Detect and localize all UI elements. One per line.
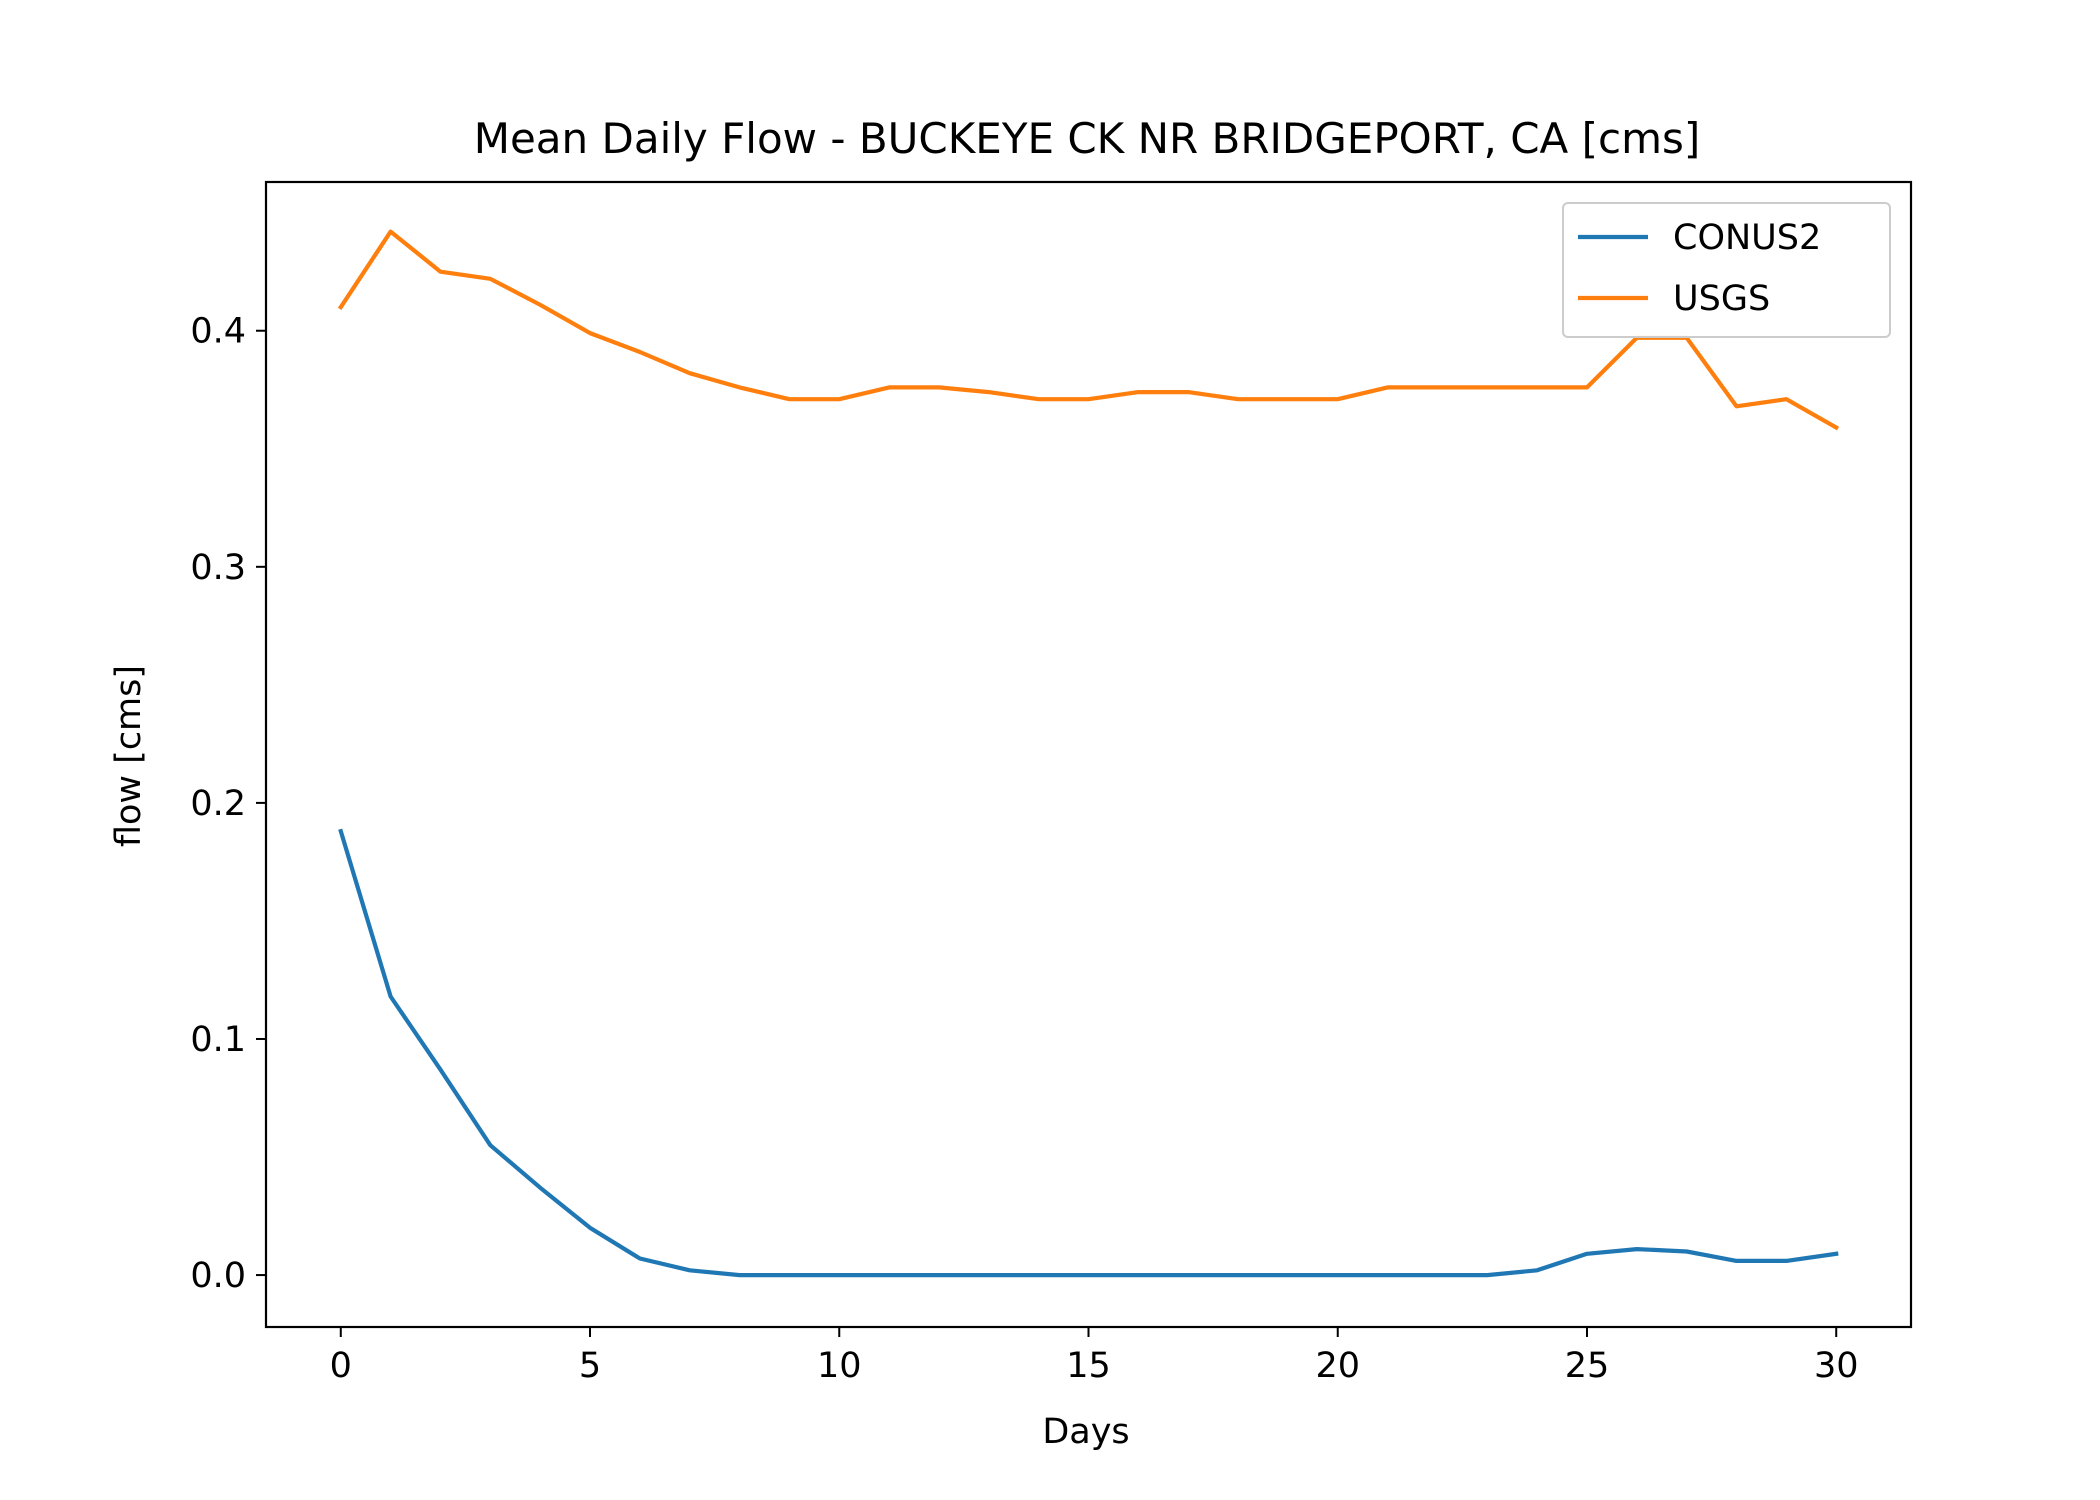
plot-area: 0 5 10 15 20 25 30 0.0 0.1 0.2 0.3 0.4 <box>190 180 1913 1386</box>
legend-label-usgs: USGS <box>1673 279 1770 319</box>
y-tick-label: 0.1 <box>190 1020 246 1060</box>
x-tick-label: 10 <box>817 1346 862 1386</box>
y-tick-label: 0.0 <box>190 1256 246 1296</box>
chart-title: Mean Daily Flow - BUCKEYE CK NR BRIDGEPO… <box>474 114 1701 163</box>
x-tick-label: 0 <box>330 1346 352 1386</box>
y-tick-label: 0.2 <box>190 784 246 824</box>
legend-label-conus2: CONUS2 <box>1673 218 1821 258</box>
y-tick-label: 0.3 <box>190 548 246 588</box>
x-tick-label: 15 <box>1066 1346 1111 1386</box>
series-line-conus2 <box>338 828 1839 1278</box>
x-tick-label: 20 <box>1315 1346 1360 1386</box>
x-axis-label: Days <box>1042 1412 1129 1452</box>
x-tick-label: 25 <box>1565 1346 1610 1386</box>
series-line-usgs <box>337 229 1840 431</box>
x-tick-label: 5 <box>579 1346 601 1386</box>
x-tick-label: 30 <box>1814 1346 1859 1386</box>
y-tick-label: 0.4 <box>190 312 246 352</box>
legend: CONUS2 USGS <box>1562 202 1891 338</box>
y-axis-label: flow [cms] <box>109 665 149 847</box>
